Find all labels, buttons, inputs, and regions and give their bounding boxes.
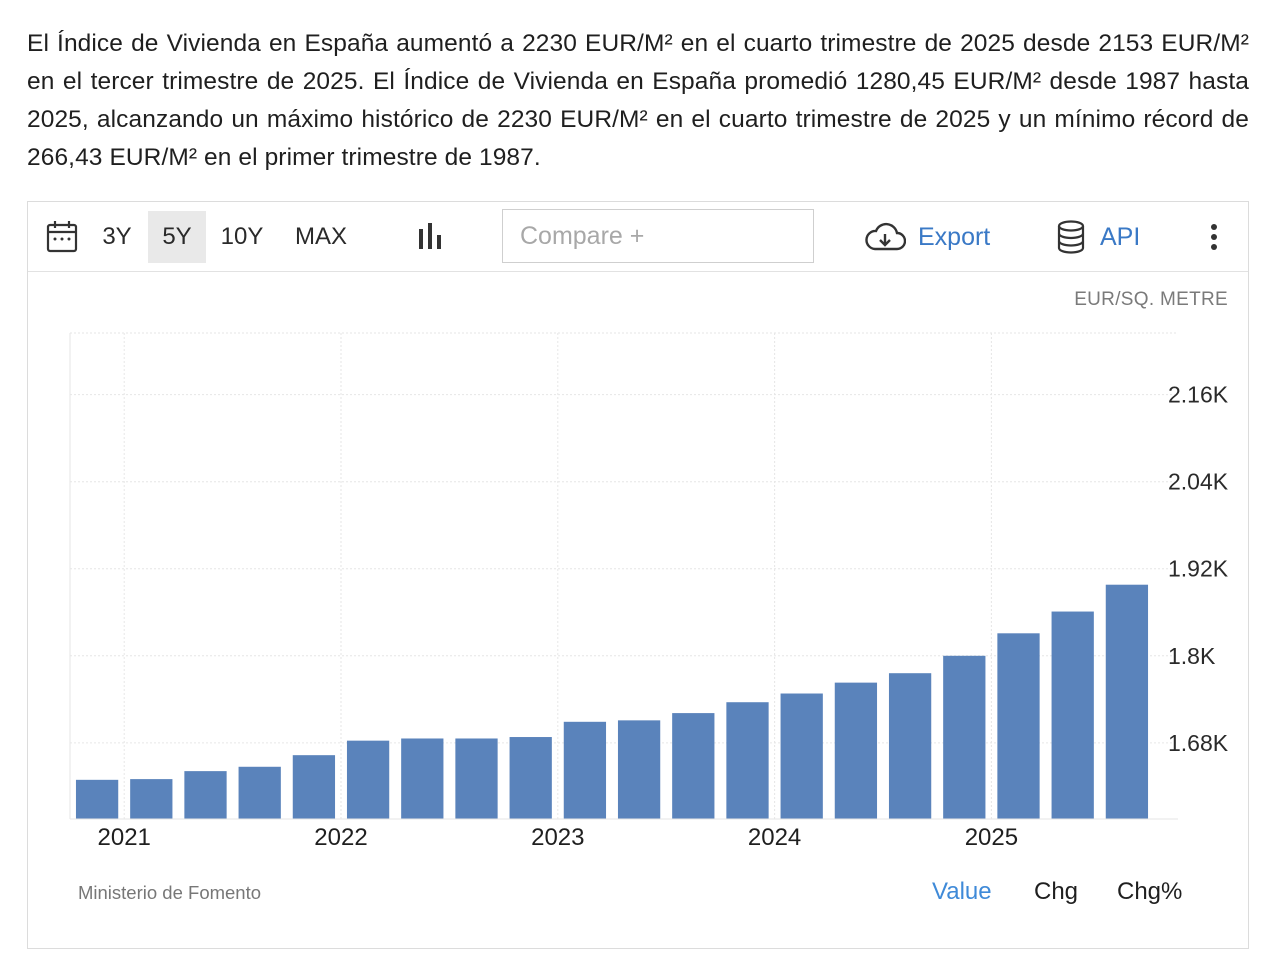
source-label: Ministerio de Fomento <box>78 882 262 903</box>
bar-chart: 1.68K 1.8K 1.92K 2.04K 2.16K 2021 2022 2023 2024… <box>69 332 1229 851</box>
x-tick-label: 2022 <box>314 824 367 851</box>
bar <box>401 738 444 819</box>
database-icon <box>1056 220 1086 254</box>
bar-chart-icon[interactable] <box>417 202 443 272</box>
bar <box>672 713 715 819</box>
metric-tab-chg[interactable]: Chg <box>1034 878 1079 905</box>
more-vertical-icon[interactable] <box>1209 202 1219 272</box>
range-5y-button[interactable]: 5Y <box>148 211 206 263</box>
x-tick-label: 2021 <box>98 824 151 851</box>
bar <box>455 738 498 819</box>
export-button[interactable]: Export <box>864 202 990 272</box>
export-label: Export <box>918 222 991 251</box>
x-tick-label: 2024 <box>748 824 801 851</box>
range-3y-button[interactable]: 3Y <box>102 223 132 250</box>
metric-tab-chg-percent[interactable]: Chg% <box>1117 878 1183 905</box>
bar <box>888 673 932 819</box>
bar <box>1105 584 1149 819</box>
compare-input[interactable]: Compare + <box>502 209 814 263</box>
range-10y-button[interactable]: 10Y <box>220 223 264 250</box>
y-tick-label: 2.16K <box>1168 382 1229 408</box>
y-tick-label: 2.04K <box>1168 469 1229 495</box>
cloud-download-icon <box>864 222 906 252</box>
bar <box>238 766 281 819</box>
y-tick-label: 1.68K <box>1168 730 1229 756</box>
unit-label: EUR/SQ. METRE <box>1074 289 1228 310</box>
y-tick-label: 1.8K <box>1168 643 1216 669</box>
bar <box>997 633 1040 819</box>
bar <box>563 721 607 819</box>
bar <box>834 682 878 819</box>
bar <box>130 779 173 819</box>
x-tick-label: 2025 <box>965 824 1018 851</box>
bar <box>346 740 390 819</box>
bar <box>509 737 552 819</box>
bar <box>1051 611 1094 819</box>
calendar-icon[interactable] <box>46 202 78 272</box>
bar <box>75 779 119 819</box>
bar <box>617 720 661 819</box>
description-text: El Índice de Vivienda en España aumentó … <box>27 30 1249 171</box>
bar <box>780 693 823 819</box>
metric-tab-value[interactable]: Value <box>932 878 992 905</box>
chart-panel: 3Y 5Y 10Y MAX Compare + Export <box>27 201 1249 949</box>
range-max-button[interactable]: MAX <box>294 223 347 250</box>
x-tick-label: 2023 <box>531 824 584 851</box>
y-tick-label: 1.92K <box>1168 556 1229 582</box>
bar <box>726 702 769 819</box>
api-label: API <box>1100 222 1141 251</box>
bar <box>184 771 227 819</box>
bar <box>292 755 336 819</box>
api-button[interactable]: API <box>1056 202 1140 272</box>
bar <box>943 655 986 819</box>
chart-toolbar: 3Y 5Y 10Y MAX Compare + Export <box>28 202 1248 272</box>
